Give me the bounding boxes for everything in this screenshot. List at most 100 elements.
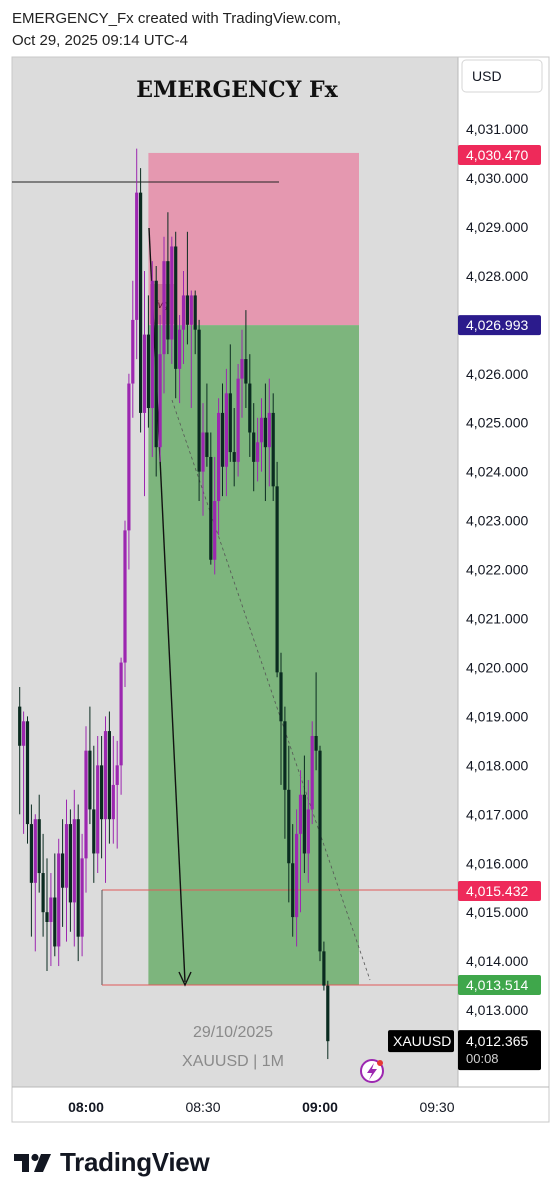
candle[interactable] xyxy=(302,755,306,874)
candle[interactable] xyxy=(256,417,260,482)
candle[interactable] xyxy=(84,726,88,893)
candle[interactable] xyxy=(162,236,166,394)
candle[interactable] xyxy=(33,814,37,952)
candle[interactable] xyxy=(185,231,189,345)
candle[interactable] xyxy=(37,794,41,893)
candle[interactable] xyxy=(232,408,236,487)
candle[interactable] xyxy=(68,809,72,932)
price-label[interactable]: 4,030.470 xyxy=(458,144,541,165)
candle[interactable] xyxy=(224,368,228,497)
candle[interactable] xyxy=(100,735,104,859)
candle[interactable] xyxy=(236,363,240,477)
candle[interactable] xyxy=(178,315,182,404)
candle[interactable] xyxy=(193,290,197,355)
candle[interactable] xyxy=(228,344,232,462)
candle[interactable] xyxy=(146,295,150,428)
candle[interactable] xyxy=(49,873,53,967)
candle[interactable] xyxy=(131,280,135,418)
candle[interactable] xyxy=(123,520,127,688)
candle[interactable] xyxy=(298,770,303,913)
candle[interactable] xyxy=(154,266,158,477)
candle-body xyxy=(189,295,193,325)
candle[interactable] xyxy=(271,393,275,502)
candle[interactable] xyxy=(217,398,221,536)
candle[interactable] xyxy=(22,711,26,834)
candle[interactable] xyxy=(115,740,119,849)
last-price-label[interactable]: XAUUSD 4,012.365 00:08 xyxy=(388,1030,541,1071)
candle[interactable] xyxy=(57,838,61,967)
candle[interactable] xyxy=(76,804,80,962)
price-axis[interactable] xyxy=(458,57,549,1087)
candle[interactable] xyxy=(166,212,170,355)
candle[interactable] xyxy=(18,687,22,815)
candle[interactable] xyxy=(96,735,100,874)
candle-body xyxy=(61,853,65,888)
candle[interactable] xyxy=(45,858,49,971)
candle[interactable] xyxy=(244,310,248,409)
price-label[interactable]: 4,013.514 xyxy=(458,974,541,995)
candle[interactable] xyxy=(72,789,76,947)
candle[interactable] xyxy=(142,270,147,497)
candle[interactable] xyxy=(103,716,108,883)
y-tick-label: 4,031.000 xyxy=(466,121,528,137)
candle[interactable] xyxy=(295,809,299,947)
candle[interactable] xyxy=(314,672,318,771)
candle[interactable] xyxy=(197,319,201,502)
candle[interactable] xyxy=(252,403,256,492)
candle[interactable] xyxy=(322,941,326,991)
candle[interactable] xyxy=(158,315,162,462)
candle[interactable] xyxy=(287,745,291,903)
symbol-tag-bg xyxy=(388,1030,454,1053)
candle[interactable] xyxy=(61,819,65,927)
price-label[interactable]: 4,026.993 xyxy=(458,315,541,336)
candle[interactable] xyxy=(283,706,287,839)
candle[interactable] xyxy=(310,721,314,825)
replay-icon[interactable] xyxy=(360,1059,384,1083)
candle[interactable] xyxy=(107,711,111,844)
y-tick-label: 4,022.000 xyxy=(466,562,528,578)
candle[interactable] xyxy=(119,657,123,795)
dotted-projection-line[interactable] xyxy=(171,399,371,981)
candle[interactable] xyxy=(111,735,115,844)
candle[interactable] xyxy=(135,148,139,360)
stop-loss-zone[interactable] xyxy=(148,152,359,326)
candle[interactable] xyxy=(326,980,330,1060)
candle[interactable] xyxy=(174,231,178,399)
tradingview-logo[interactable]: TradingView xyxy=(14,1147,210,1178)
candle[interactable] xyxy=(275,461,279,678)
candle[interactable] xyxy=(220,383,225,497)
candle[interactable] xyxy=(213,456,217,575)
candle[interactable] xyxy=(259,398,264,472)
candle[interactable] xyxy=(209,432,213,565)
candle-body xyxy=(174,246,178,369)
candle[interactable] xyxy=(318,745,322,962)
candle[interactable] xyxy=(80,833,84,957)
candle[interactable] xyxy=(127,373,131,570)
candle[interactable] xyxy=(181,270,186,364)
candle[interactable] xyxy=(170,236,174,364)
time-axis[interactable] xyxy=(12,1087,549,1122)
candle[interactable] xyxy=(306,780,310,883)
candle[interactable] xyxy=(267,378,271,487)
candle[interactable] xyxy=(279,652,283,785)
candle[interactable] xyxy=(263,383,267,502)
candle[interactable] xyxy=(64,799,69,942)
candle[interactable] xyxy=(248,354,252,457)
candle[interactable] xyxy=(240,329,244,418)
candle[interactable] xyxy=(25,716,30,844)
candle[interactable] xyxy=(92,745,96,883)
candle[interactable] xyxy=(29,804,33,937)
candle[interactable] xyxy=(139,168,143,433)
candle[interactable] xyxy=(53,853,57,957)
price-label[interactable]: 4,015.432 xyxy=(458,881,541,902)
candle[interactable] xyxy=(205,383,209,467)
candle[interactable] xyxy=(201,403,205,516)
candle[interactable] xyxy=(291,824,295,937)
candle-body xyxy=(256,442,260,462)
candle[interactable] xyxy=(189,290,193,409)
candle[interactable] xyxy=(150,261,154,457)
currency-button[interactable]: USD xyxy=(461,59,543,93)
candle[interactable] xyxy=(88,706,92,825)
candle[interactable] xyxy=(41,833,45,937)
